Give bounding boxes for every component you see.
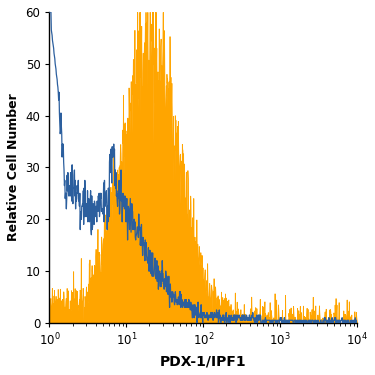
X-axis label: PDX-1/IPF1: PDX-1/IPF1 (160, 354, 247, 368)
Y-axis label: Relative Cell Number: Relative Cell Number (7, 93, 20, 241)
